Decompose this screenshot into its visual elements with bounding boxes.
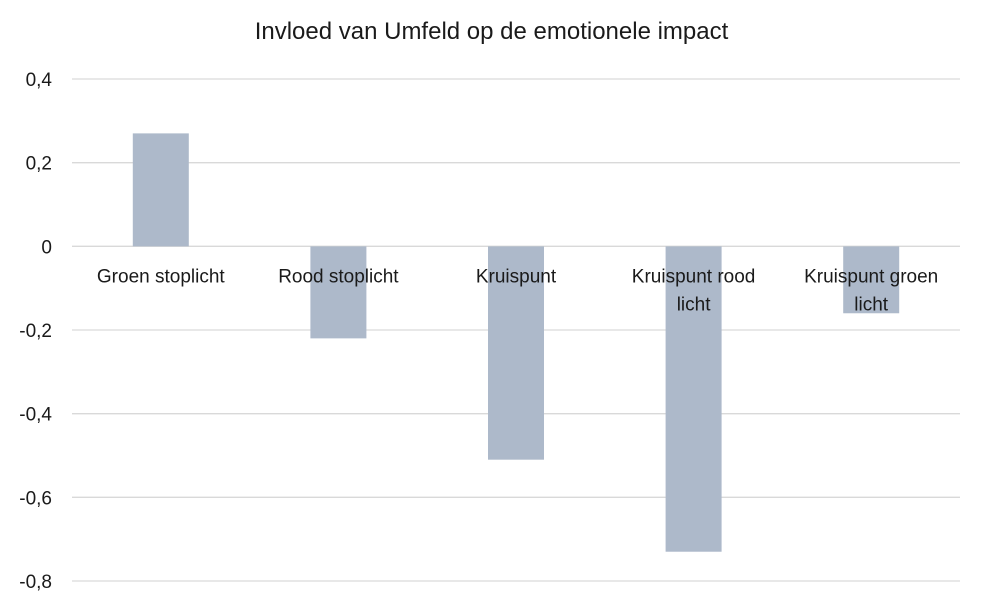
bar xyxy=(488,246,544,460)
y-axis-tick-labels: 0,4 0,2 0 -0,2 -0,4 -0,6 -0,8 xyxy=(19,70,52,593)
category-label: licht xyxy=(854,294,889,315)
category-labels: Groen stoplicht Rood stoplicht Kruispunt Kr… xyxy=(97,266,938,315)
bar xyxy=(843,246,900,314)
category-label: Kruispunt groen xyxy=(804,266,938,287)
y-tick-label: -0,4 xyxy=(19,405,52,426)
y-tick-label: 0,4 xyxy=(26,70,53,91)
y-tick-label: -0,2 xyxy=(19,321,52,342)
category-label: Kruispunt rood xyxy=(632,266,756,287)
y-tick-label: -0,6 xyxy=(19,488,52,509)
y-tick-label: 0 xyxy=(41,237,52,258)
bar xyxy=(132,133,189,247)
category-label: Groen stoplicht xyxy=(97,266,226,287)
bars xyxy=(132,133,900,552)
category-label: Rood stoplicht xyxy=(278,266,399,287)
chart-title: Invloed van Umfeld op de emotionele impa… xyxy=(254,18,729,45)
y-tick-label: 0,2 xyxy=(26,154,52,175)
bar xyxy=(665,246,722,552)
category-label: licht xyxy=(677,294,712,315)
y-tick-label: -0,8 xyxy=(19,572,52,593)
bar xyxy=(310,246,367,339)
category-label: Kruispunt xyxy=(476,266,557,287)
